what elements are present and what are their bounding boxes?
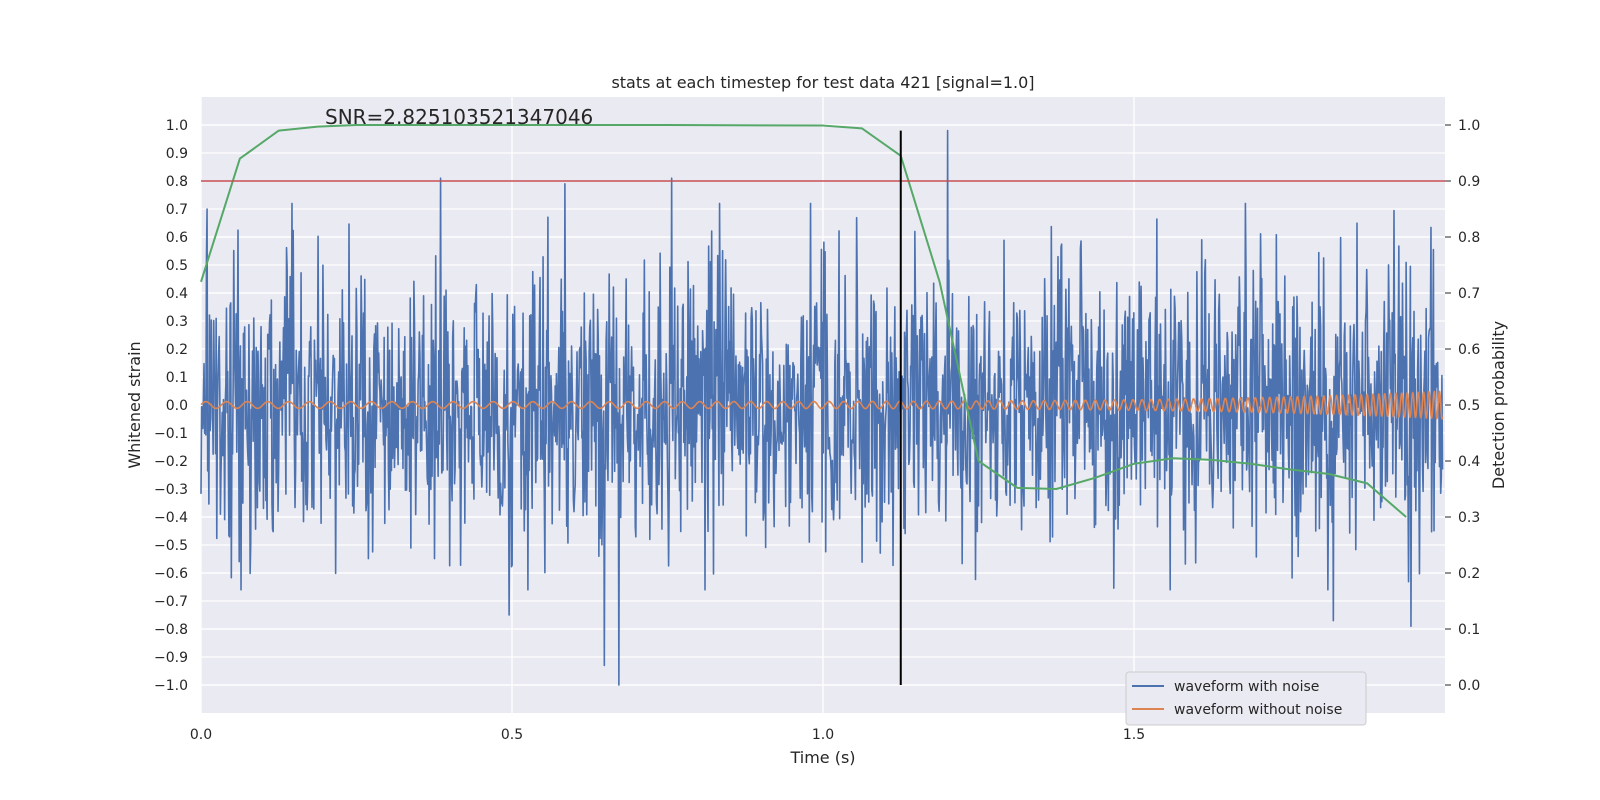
y-tick-label: 1.0 — [166, 118, 188, 134]
y2-tick-label: 0.5 — [1458, 398, 1480, 414]
y-tick-label: 0.5 — [166, 258, 188, 274]
right-axis-ticks: 1.0 0.9 0.8 0.7 0.6 0.5 0.4 0.3 0.2 0.1 0.0 — [1445, 118, 1480, 694]
left-axis-ticks: 1.0 0.9 0.8 0.7 0.6 0.5 0.4 0.3 0.2 0.1 0.0 −0.1 −0.… — [154, 118, 188, 694]
y-tick-label: 0.4 — [166, 286, 188, 302]
legend-label-noise: waveform with noise — [1174, 679, 1319, 695]
y-tick-label: −0.3 — [154, 482, 188, 498]
legend-label-clean: waveform without noise — [1174, 702, 1342, 718]
legend-box — [1125, 671, 1367, 726]
x-tick-label: 1.5 — [1123, 727, 1145, 743]
y-tick-label: −0.8 — [154, 622, 188, 638]
y-tick-label: −0.9 — [154, 650, 188, 666]
y-tick-label: 0.2 — [166, 342, 188, 358]
x-tick-label: 0.0 — [190, 727, 212, 743]
y-tick-label: 0.1 — [166, 370, 188, 386]
x-tick-label: 1.0 — [812, 727, 834, 743]
y-tick-label: 0.8 — [166, 174, 188, 190]
x-axis-ticks: 0.0 0.5 1.0 1.5 — [190, 727, 1145, 743]
y2-axis-label: Detection probability — [1489, 321, 1508, 489]
y2-tick-label: 0.6 — [1458, 342, 1480, 358]
y-tick-label: −0.5 — [154, 538, 188, 554]
y-tick-label: −0.2 — [154, 454, 188, 470]
series-line-2 — [200, 124, 1407, 518]
y-tick-label: −0.7 — [154, 594, 188, 610]
y-tick-label: −1.0 — [154, 678, 188, 694]
series-line-1 — [200, 390, 1444, 420]
y-tick-label: 0.6 — [166, 230, 188, 246]
y2-tick-label: 0.8 — [1458, 230, 1480, 246]
snr-annotation: SNR=2.825103521347046 — [325, 105, 593, 129]
y-tick-label: 0.0 — [166, 398, 188, 414]
y2-tick-label: 1.0 — [1458, 118, 1480, 134]
y2-tick-label: 0.4 — [1458, 454, 1480, 470]
y2-tick-label: 0.0 — [1458, 678, 1480, 694]
y2-tick-label: 0.3 — [1458, 510, 1480, 526]
legend: waveform with noise waveform without noi… — [1125, 671, 1367, 726]
y-tick-label: −0.1 — [154, 426, 188, 442]
y2-tick-label: 0.2 — [1458, 566, 1480, 582]
chart-title: stats at each timestep for test data 421… — [611, 73, 1034, 92]
series-line-0 — [200, 129, 1444, 686]
y2-tick-label: 0.7 — [1458, 286, 1480, 302]
y2-tick-label: 0.1 — [1458, 622, 1480, 638]
y-tick-label: 0.7 — [166, 202, 188, 218]
y-tick-label: 0.3 — [166, 314, 188, 330]
y-tick-label: −0.4 — [154, 510, 188, 526]
y-axis-label: Whitened strain — [125, 341, 144, 468]
y-tick-label: −0.6 — [154, 566, 188, 582]
y-tick-label: 0.9 — [166, 146, 188, 162]
data-series — [200, 124, 1445, 686]
x-axis-label: Time (s) — [789, 748, 855, 767]
x-tick-label: 0.5 — [501, 727, 523, 743]
y2-tick-label: 0.9 — [1458, 174, 1480, 190]
